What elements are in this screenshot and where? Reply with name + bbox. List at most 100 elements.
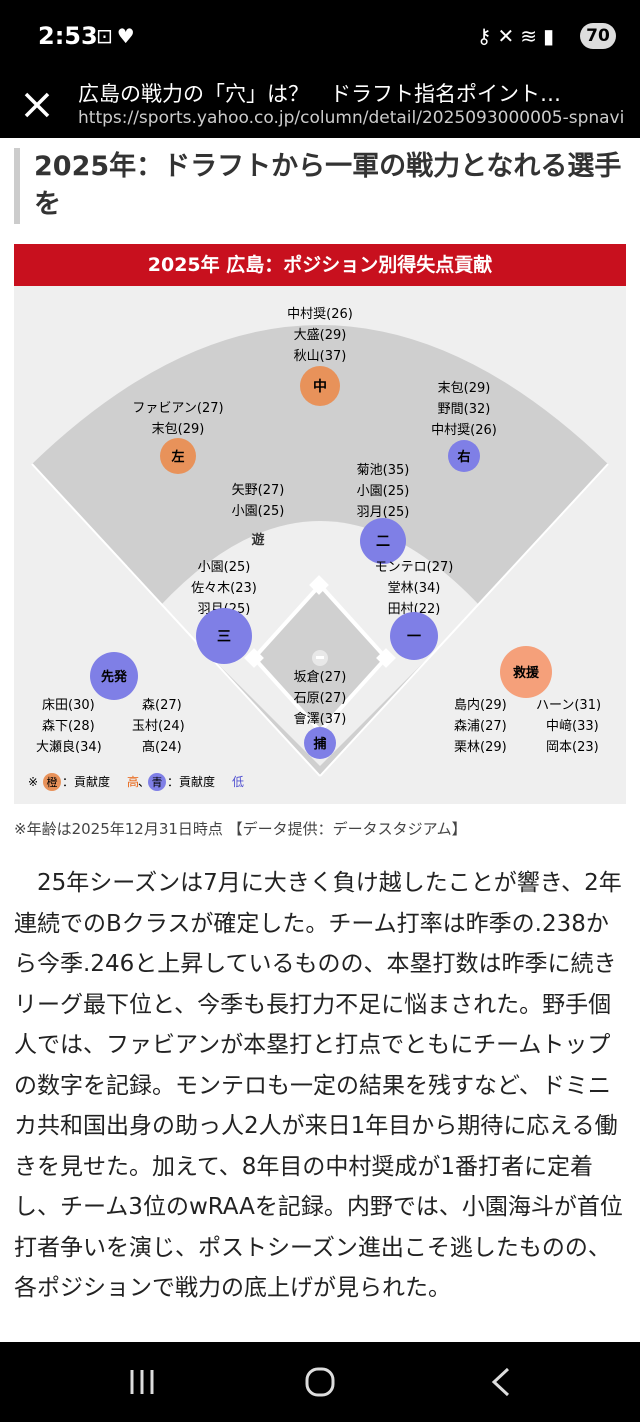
lf-name-1: ファビアン(27) — [132, 401, 223, 416]
cf-name-2: 大盛(29) — [294, 328, 347, 343]
back-icon — [491, 1367, 510, 1397]
sp-badge-label: 先発 — [101, 669, 128, 685]
c-badge — [304, 727, 336, 759]
cf-badge — [300, 366, 340, 406]
position-ss: 矢野(27) 小園(25) 遊 — [232, 483, 285, 548]
close-icon — [24, 92, 50, 118]
2b-badge — [360, 518, 406, 564]
2b-name-3: 羽月(25) — [357, 505, 410, 520]
1b-name-2: 堂林(34) — [388, 581, 441, 596]
close-button[interactable] — [18, 86, 56, 124]
legend-orange-swatch — [43, 773, 61, 791]
rp-col1-name-1: 島内(29) — [454, 697, 507, 713]
home-icon — [305, 1367, 335, 1397]
article-content[interactable]: 2025年：ドラフトから一軍の戦力となれる選手を 2025年 広島：ポジション別… — [0, 138, 640, 1342]
position-3b: 小園(25) 佐々木(23) 羽月(25) 三 — [191, 560, 257, 664]
pitchers-rubber — [316, 656, 324, 659]
lf-badge-label: 左 — [171, 449, 184, 465]
position-lf: ファビアン(27) 末包(29) 左 — [132, 401, 224, 474]
home-button[interactable] — [290, 1362, 350, 1402]
sp-col2-name-2: 玉村(24) — [132, 719, 185, 734]
position-c: 坂倉(27) 石原(27) 會澤(37) 捕 — [294, 670, 347, 759]
navigation-bar — [0, 1342, 640, 1422]
wifi-icon: ≋ — [520, 24, 543, 48]
legend-sep: 、 — [138, 775, 150, 789]
sp-badge — [90, 652, 138, 700]
page-title: 広島の戦力の「穴」は？ ドラフト指名ポイント… — [78, 82, 561, 106]
2b-name-1: 菊池(35) — [357, 463, 410, 478]
sp-col1-name-1: 床田(30) — [42, 698, 95, 713]
c-name-3: 會澤(37) — [294, 712, 347, 727]
ss-name-1: 矢野(27) — [232, 483, 285, 498]
screenshot-icon: ⊡ — [96, 24, 117, 48]
rf-name-3: 中村奨(26) — [431, 423, 497, 438]
sp-col2-name-3: 髙(24) — [142, 739, 182, 755]
article-paragraph: 25年シーズンは7月に大きく負け越したことが響き、2年連続でのBクラスが確定した… — [14, 870, 623, 1301]
mute-icon: ✕ — [497, 24, 521, 48]
ss-name-2: 小園(25) — [232, 504, 285, 519]
sp-col2-name-1: 森(27) — [142, 698, 182, 713]
c-name-2: 石原(27) — [294, 691, 347, 706]
legend-text-2: ：貢献度 — [167, 774, 215, 789]
position-sp: 先発 床田(30) 森下(28) 大瀬良(34) 森(27) 玉村(24) 髙(… — [36, 652, 185, 755]
legend-low: 低 — [232, 775, 244, 789]
right-foul-line — [319, 463, 609, 777]
cf-name-3: 秋山(37) — [294, 349, 347, 364]
rp-col2-name-1: ハーン(31) — [536, 698, 601, 713]
lf-name-2: 末包(29) — [152, 422, 205, 437]
recent-apps-icon — [130, 1370, 154, 1394]
legend-orange-label: 橙 — [47, 775, 58, 789]
system-icons: ⚷✕≋▮ — [477, 24, 560, 48]
sp-col1-name-2: 森下(28) — [42, 719, 95, 734]
position-2b: 菊池(35) 小園(25) 羽月(25) 二 — [357, 463, 410, 564]
c-badge-label: 捕 — [313, 736, 326, 752]
position-contribution-figure: 2025年 広島：ポジション別得失点貢献 中村奨 — [14, 244, 626, 804]
3b-badge — [196, 608, 252, 664]
rf-name-2: 野間(32) — [438, 402, 491, 417]
rp-col2-name-2: 中﨑(33) — [546, 718, 599, 734]
figure-body: 中村奨(26) 大盛(29) 秋山(37) 中 ファビアン(27) 末包(29)… — [14, 286, 626, 804]
position-rp: 救援 島内(29) 森浦(27) 栗林(29) ハーン(31) 中﨑(33) 岡… — [454, 646, 601, 755]
first-base — [376, 648, 396, 668]
url-text[interactable]: https://sports.yahoo.co.jp/column/detail… — [78, 108, 625, 128]
baseball-field: 中村奨(26) 大盛(29) 秋山(37) 中 ファビアン(27) 末包(29)… — [28, 307, 609, 791]
sp-col1-name-3: 大瀬良(34) — [36, 739, 102, 755]
rp-col1-name-3: 栗林(29) — [454, 740, 507, 755]
3b-badge-label: 三 — [217, 629, 231, 645]
status-bar: 2:53 ⊡♥ ⚷✕≋▮ 70 — [0, 0, 640, 72]
status-time: 2:53 — [38, 22, 98, 50]
legend-blue-label: 青 — [152, 776, 163, 789]
1b-badge-label: 一 — [407, 629, 421, 645]
rp-col2-name-3: 岡本(23) — [546, 740, 599, 755]
position-1b: モンテロ(27) 堂林(34) 田村(22) 一 — [375, 560, 454, 660]
section-heading: 2025年：ドラフトから一軍の戦力となれる選手を — [14, 148, 640, 224]
legend-blue-swatch — [148, 773, 166, 791]
rp-col1-name-2: 森浦(27) — [454, 719, 507, 734]
figure-legend: ※ 橙 ：貢献度 高 、 青 ：貢献度 低 — [28, 773, 244, 791]
ss-badge-label: 遊 — [251, 532, 264, 548]
battery-indicator: 70 — [580, 23, 616, 49]
lf-badge — [160, 438, 196, 474]
left-foul-line — [31, 463, 321, 777]
2b-badge-label: 二 — [376, 534, 390, 550]
back-button[interactable] — [470, 1362, 530, 1402]
second-base — [309, 575, 329, 595]
rp-badge — [500, 646, 552, 698]
legend-high: 高 — [127, 774, 139, 789]
2b-name-2: 小園(25) — [357, 484, 410, 499]
1b-name-3: 田村(22) — [388, 602, 441, 617]
key-icon: ⚷ — [476, 24, 498, 48]
cat-icon: ♥ — [116, 24, 139, 48]
figure-caption: ※年齢は2025年12月31日時点 【データ提供：データスタジアム】 — [14, 820, 467, 838]
legend-prefix: ※ — [28, 775, 38, 789]
figure-title: 2025年 広島：ポジション別得失点貢献 — [14, 244, 626, 286]
cf-name-1: 中村奨(26) — [287, 307, 353, 322]
notification-icons: ⊡♥ — [96, 24, 139, 48]
3b-name-2: 佐々木(23) — [191, 581, 257, 596]
legend-text-1: ：貢献度 — [62, 774, 110, 789]
recent-apps-button[interactable] — [112, 1362, 172, 1402]
1b-name-1: モンテロ(27) — [375, 560, 454, 575]
cf-badge-label: 中 — [313, 378, 327, 395]
1b-badge — [390, 612, 438, 660]
signal-icon: ▮ — [542, 24, 560, 48]
